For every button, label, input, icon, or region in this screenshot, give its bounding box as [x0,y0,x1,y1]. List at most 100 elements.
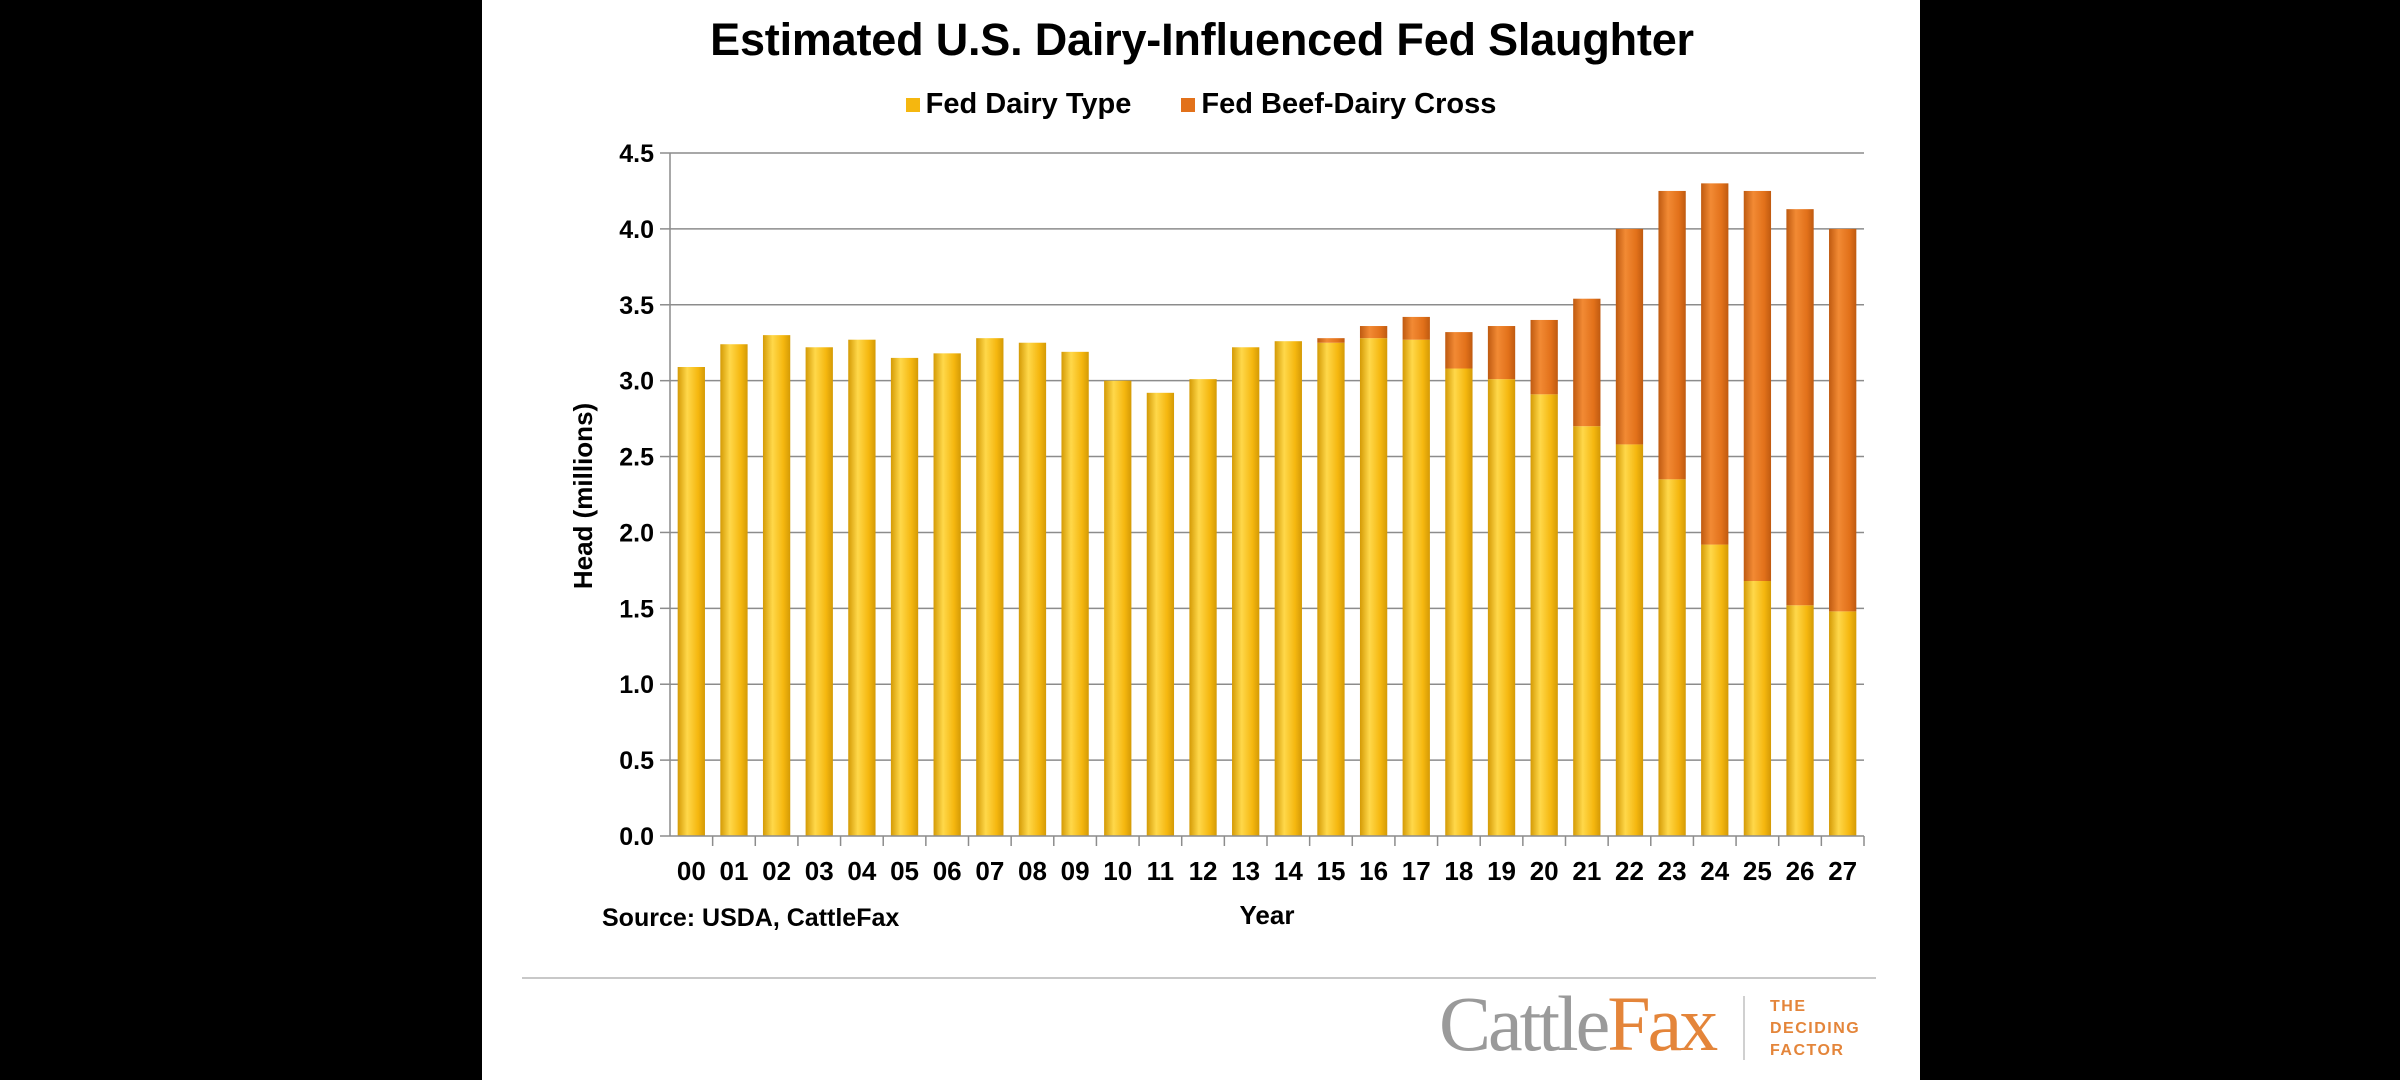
x-tick-label: 23 [1658,856,1687,886]
x-tick-label: 27 [1828,856,1857,886]
x-tick-label: 08 [1018,856,1047,886]
bar-fed-dairy-type [1615,444,1644,836]
bar-fed-beef-dairy-cross [1359,326,1388,339]
x-tick-label: 04 [847,856,876,886]
y-tick-label: 0.5 [619,747,654,775]
cattlefax-logo: CattleFax [1439,985,1718,1063]
x-tick-label: 25 [1743,856,1772,886]
bar-fed-dairy-type [976,338,1004,836]
bar-fed-beef-dairy-cross [1573,298,1601,427]
bar-fed-dairy-type [1445,368,1473,836]
y-tick-label: 0.0 [619,823,654,851]
bar-fed-beef-dairy-cross [1487,326,1516,380]
x-tick-label: 00 [677,856,706,886]
x-tick-label: 16 [1359,856,1388,886]
bar-fed-dairy-type [1189,379,1217,836]
x-tick-label: 09 [1061,856,1090,886]
bar-fed-dairy-type [720,344,748,836]
x-axis-label: Year [1240,900,1295,930]
bar-fed-beef-dairy-cross [1615,228,1644,445]
bar-fed-dairy-type [1146,392,1175,836]
tagline-line-1: THE [1770,998,1807,1015]
logo-part-cattle: Cattle [1439,980,1610,1067]
x-tick-label: 11 [1147,856,1175,886]
bar-fed-beef-dairy-cross [1317,338,1345,343]
bar-fed-dairy-type [1274,341,1302,836]
source-note: Source: USDA, CattleFax [602,904,900,932]
bar-fed-dairy-type [677,367,705,836]
bar-fed-dairy-type [1061,351,1089,836]
bar-fed-beef-dairy-cross [1445,332,1473,369]
y-tick-label: 1.5 [619,595,654,623]
footer-divider [522,977,1876,979]
tagline-line-3: FACTOR [1770,1042,1845,1059]
x-tick-label: 22 [1615,856,1644,886]
y-tick-label: 3.5 [619,292,654,320]
legend: Fed Dairy Type Fed Beef-Dairy Cross [482,88,1920,121]
x-tick-label: 06 [933,856,962,886]
chart-title: Estimated U.S. Dairy-Influenced Fed Slau… [710,14,1694,65]
legend-label-dairy-type: Fed Dairy Type [925,88,1132,120]
y-tick-label: 1.0 [619,671,654,699]
bar-fed-beef-dairy-cross [1743,190,1772,582]
chart-svg: 0.0 0.5 1.0 1.5 2.0 2.5 3.0 3.5 4.0 4.5 00 01 02 03 04… [568,140,1865,930]
legend-label-beef-dairy-cross: Fed Beef-Dairy Cross [1201,88,1497,120]
legend-swatch-beef-dairy-cross [1181,97,1196,112]
x-tick-label: 19 [1487,856,1516,886]
bar-fed-dairy-type [848,339,876,836]
logo-separator [1743,996,1745,1060]
x-tick-label: 18 [1444,856,1473,886]
bar-fed-beef-dairy-cross [1530,319,1558,395]
x-tick-label: 26 [1786,856,1815,886]
bar-fed-dairy-type [1018,342,1047,836]
bar-fed-dairy-type [1402,339,1430,836]
x-tick-label: 12 [1189,856,1218,886]
bar-fed-dairy-type [1487,379,1516,836]
bar-fed-beef-dairy-cross [1701,183,1729,545]
x-tick-label: 14 [1274,856,1303,886]
x-tick-label: 01 [720,856,749,886]
x-tick-label: 20 [1530,856,1559,886]
y-axis-label: Head (millions) [568,403,598,589]
legend-item-dairy-type: Fed Dairy Type [905,88,1132,121]
x-tick-label: 13 [1231,856,1260,886]
bar-fed-dairy-type [1573,426,1601,836]
x-tick-label: 15 [1317,856,1346,886]
bar-fed-dairy-type [1104,380,1132,836]
legend-swatch-dairy-type [905,97,920,112]
y-tick-label: 3.0 [619,368,654,396]
bar-fed-dairy-type [1232,347,1260,836]
slide: Estimated U.S. Dairy-Influenced Fed Slau… [482,0,1920,1080]
bar-fed-dairy-type [1786,605,1814,836]
bar-fed-dairy-type [805,347,833,836]
bar-fed-dairy-type [1530,394,1558,836]
x-tick-label: 24 [1700,856,1729,886]
bar-fed-dairy-type [1701,544,1729,836]
legend-item-beef-dairy-cross: Fed Beef-Dairy Cross [1181,88,1496,121]
bar-fed-beef-dairy-cross [1402,316,1430,340]
bar-fed-beef-dairy-cross [1658,190,1686,480]
tagline-line-2: DECIDING [1770,1020,1861,1037]
bar-fed-beef-dairy-cross [1786,209,1814,606]
bar-fed-dairy-type [762,335,791,836]
bar-fed-dairy-type [890,357,919,836]
bar-fed-dairy-type [1359,338,1388,836]
x-tick-label: 03 [805,856,834,886]
bar-fed-dairy-type [1829,611,1857,836]
bar-fed-dairy-type [1317,342,1345,836]
x-tick-label: 17 [1402,856,1431,886]
bar-fed-beef-dairy-cross [1829,228,1857,612]
y-tick-label: 2.0 [619,519,654,547]
x-tick-label: 05 [890,856,919,886]
tagline: THE DECIDING FACTOR [1770,996,1860,1062]
y-tick-label: 4.5 [619,140,654,168]
x-tick-label: 10 [1103,856,1132,886]
logo-part-fax: Fax [1607,980,1718,1067]
y-tick-label: 4.0 [619,216,654,244]
bar-fed-dairy-type [1743,581,1772,836]
bar-fed-dairy-type [933,353,961,836]
x-tick-label: 02 [762,856,791,886]
y-tick-label: 2.5 [619,444,654,472]
x-tick-label: 07 [975,856,1004,886]
x-tick-label: 21 [1572,856,1601,886]
